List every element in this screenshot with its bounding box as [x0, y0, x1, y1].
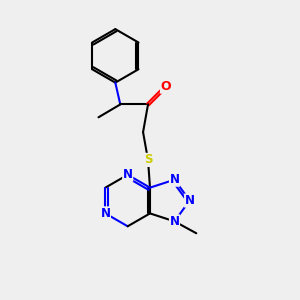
- Text: N: N: [184, 194, 195, 207]
- Text: N: N: [169, 215, 179, 228]
- Text: N: N: [123, 168, 133, 181]
- Text: N: N: [100, 207, 110, 220]
- Text: N: N: [169, 173, 179, 186]
- Text: O: O: [160, 80, 171, 93]
- Text: S: S: [144, 153, 152, 167]
